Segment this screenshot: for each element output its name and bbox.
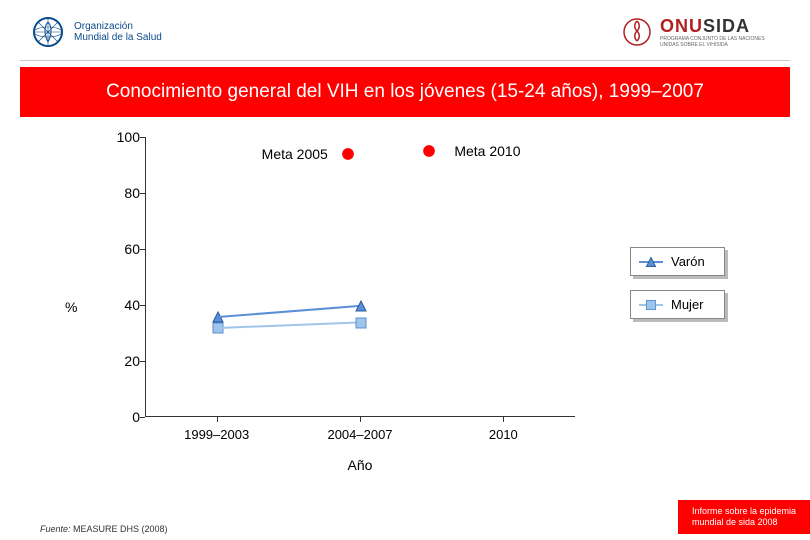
x-tick-label: 1999–2003 [184, 427, 249, 442]
series-marker-varón [355, 299, 367, 317]
legend-marker-icon [639, 256, 663, 268]
chart: % Meta 2005Meta 2010 020406080100 1999–2… [85, 137, 725, 477]
header-logos: Organización Mundial de la Salud ONUSIDA… [0, 0, 810, 60]
y-tick-label: 20 [105, 353, 140, 369]
y-tick-label: 60 [105, 241, 140, 257]
series-line-varón [218, 305, 361, 318]
header-divider [20, 60, 790, 61]
x-tick-mark [360, 417, 361, 422]
unaids-sub: PROGRAMA CONJUNTO DE LAS NACIONES UNIDAS… [660, 37, 780, 48]
footer-badge: Informe sobre la epidemia mundial de sid… [678, 500, 810, 534]
unaids-text-block: ONUSIDA PROGRAMA CONJUNTO DE LAS NACIONE… [660, 16, 780, 48]
legend-item: Varón [630, 247, 725, 276]
unaids-logo: ONUSIDA PROGRAMA CONJUNTO DE LAS NACIONE… [622, 16, 780, 48]
who-logo: Organización Mundial de la Salud [30, 14, 162, 50]
y-tick-mark [140, 137, 145, 138]
y-tick-label: 40 [105, 297, 140, 313]
series-marker-mujer [355, 316, 367, 334]
annotation-label: Meta 2010 [454, 143, 520, 159]
who-emblem-icon [30, 14, 66, 50]
y-tick-mark [140, 417, 145, 418]
series-marker-mujer [212, 321, 224, 339]
x-tick-label: 2004–2007 [327, 427, 392, 442]
x-tick-mark [217, 417, 218, 422]
x-axis-label: Año [145, 457, 575, 473]
footer-badge-line1: Informe sobre la epidemia [692, 506, 796, 517]
unaids-label: ONUSIDA [660, 16, 780, 37]
unaids-emblem-icon [622, 17, 652, 47]
y-tick-mark [140, 249, 145, 250]
who-text-line2: Mundial de la Salud [74, 32, 162, 43]
legend: Varón Mujer [630, 247, 725, 333]
annotation-dot-icon [341, 147, 355, 166]
footer: Fuente: MEASURE DHS (2008) Informe sobre… [0, 500, 810, 540]
y-tick-label: 0 [105, 409, 140, 425]
source-prefix: Fuente: [40, 524, 71, 534]
series-line-mujer [218, 322, 361, 330]
slide-title: Conocimiento general del VIH en los jóve… [20, 67, 790, 117]
source-citation: Fuente: MEASURE DHS (2008) [40, 524, 168, 534]
who-text-line1: Organización [74, 21, 162, 32]
y-axis-label: % [65, 299, 77, 315]
source-text: MEASURE DHS (2008) [71, 524, 168, 534]
y-tick-mark [140, 305, 145, 306]
legend-label: Mujer [671, 297, 704, 312]
x-tick-label: 2010 [489, 427, 518, 442]
y-tick-label: 100 [105, 129, 140, 145]
y-tick-mark [140, 361, 145, 362]
legend-item: Mujer [630, 290, 725, 319]
who-text: Organización Mundial de la Salud [74, 21, 162, 43]
y-tick-label: 80 [105, 185, 140, 201]
legend-marker-icon [639, 299, 663, 311]
x-tick-mark [503, 417, 504, 422]
legend-label: Varón [671, 254, 705, 269]
annotation-dot-icon [422, 144, 436, 163]
plot-area: Meta 2005 Meta 2010 [145, 137, 575, 417]
y-tick-mark [140, 193, 145, 194]
footer-badge-line2: mundial de sida 2008 [692, 517, 796, 528]
annotation-label: Meta 2005 [262, 146, 328, 162]
